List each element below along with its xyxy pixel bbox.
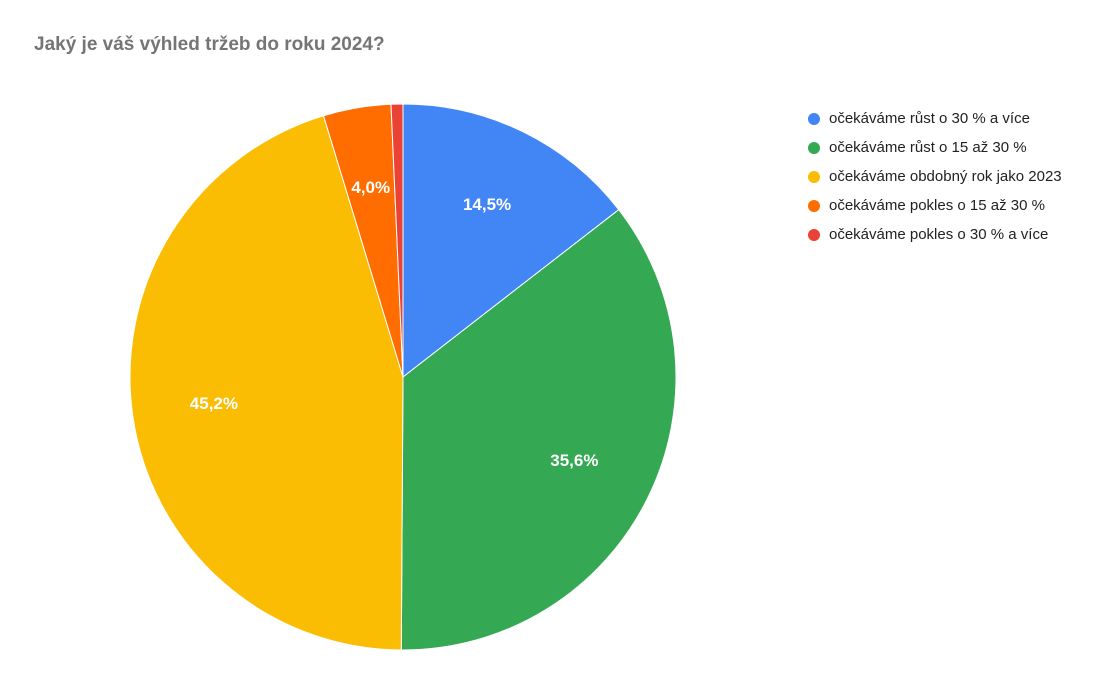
legend-label: očekáváme růst o 30 % a více — [829, 110, 1030, 127]
pie-slice-label: 4,0% — [351, 178, 390, 197]
legend-item[interactable]: očekáváme růst o 30 % a více — [808, 104, 1062, 133]
pie-slice[interactable] — [129, 115, 404, 651]
legend-swatch — [808, 199, 820, 212]
legend-label: očekáváme pokles o 30 % a více — [829, 226, 1049, 243]
pie-slice-label: 45,2% — [190, 394, 238, 413]
pie-slice[interactable] — [390, 103, 404, 378]
pie-slice[interactable] — [402, 103, 620, 379]
legend-swatch — [808, 112, 820, 125]
pie-slice-label: 35,6% — [550, 451, 598, 470]
legend-swatch — [808, 141, 820, 154]
legend-label: očekáváme pokles o 15 až 30 % — [829, 197, 1045, 214]
pie-slice[interactable] — [400, 208, 677, 651]
chart-title: Jaký je váš výhled tržeb do roku 2024? — [34, 34, 385, 55]
legend-item[interactable]: očekáváme obdobný rok jako 2023 — [808, 162, 1062, 191]
legend-item[interactable]: očekáváme pokles o 15 až 30 % — [808, 191, 1062, 220]
legend-item[interactable]: očekáváme růst o 15 až 30 % — [808, 133, 1062, 162]
pie-slices — [129, 103, 677, 651]
pie-slice-label: 14,5% — [463, 195, 511, 214]
legend-item[interactable]: očekáváme pokles o 30 % a více — [808, 220, 1062, 249]
legend: očekáváme růst o 30 % a více očekáváme r… — [808, 104, 1062, 249]
legend-label: očekáváme růst o 15 až 30 % — [829, 139, 1027, 156]
legend-swatch — [808, 228, 820, 241]
pie-slice-labels: 14,5% 35,6% 45,2% 4,0% — [190, 178, 599, 470]
legend-label: očekáváme obdobný rok jako 2023 — [829, 168, 1062, 185]
legend-swatch — [808, 170, 820, 183]
